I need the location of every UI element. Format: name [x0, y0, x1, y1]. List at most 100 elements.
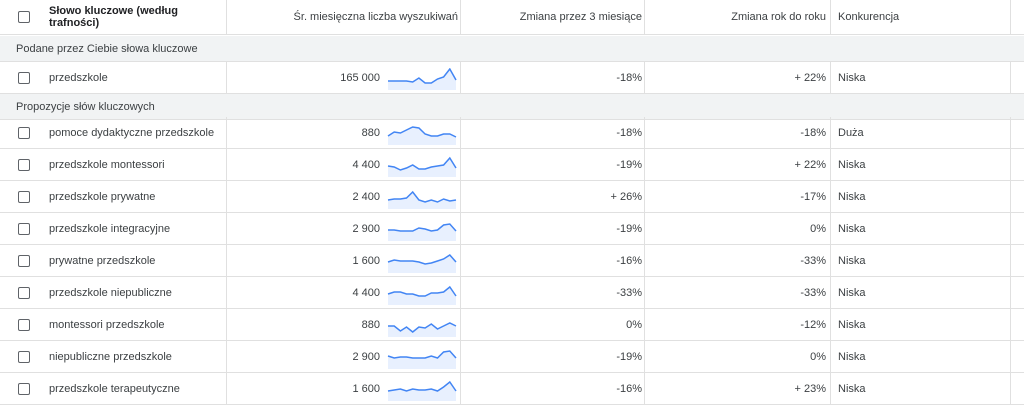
row-checkbox[interactable]: [18, 255, 30, 267]
keyword-cell: pomoce dydaktyczne przedszkole: [49, 126, 215, 139]
header-avg-monthly[interactable]: Śr. miesięczna liczba wyszukiwań: [293, 11, 458, 23]
row-checkbox[interactable]: [18, 383, 30, 395]
change-yoy-cell: + 22%: [794, 158, 827, 171]
trend-line: [387, 350, 457, 359]
competition-cell: Duża: [838, 126, 864, 139]
keyword-cell: przedszkole terapeutyczne: [49, 382, 180, 395]
change-3m-cell: + 26%: [610, 190, 643, 203]
volume-cell: 165 000: [340, 71, 380, 84]
header-change-yoy[interactable]: Zmiana rok do roku: [731, 11, 826, 23]
competition-cell: Niska: [838, 350, 866, 363]
change-yoy-cell: -33%: [800, 254, 826, 267]
change-3m-cell: -33%: [616, 286, 642, 299]
competition-cell: Niska: [838, 222, 866, 235]
header-change-3m[interactable]: Zmiana przez 3 miesiące: [519, 11, 642, 23]
section-title: Podane przez Ciebie słowa kluczowe: [16, 43, 198, 55]
row-checkbox[interactable]: [18, 319, 30, 331]
competition-cell: Niska: [838, 71, 866, 84]
section-title: Propozycje słów kluczowych: [16, 101, 155, 113]
volume-cell: 2 900: [352, 350, 380, 363]
trend-sparkline: [387, 126, 457, 145]
change-yoy-cell: -18%: [800, 126, 826, 139]
volume-cell: 2 900: [352, 222, 380, 235]
change-yoy-cell: -33%: [800, 286, 826, 299]
trend-sparkline: [388, 322, 457, 337]
trend-line: [387, 380, 457, 392]
table-row[interactable]: przedszkole niepubliczne 4 400 -33% -33% Nis…: [0, 277, 1024, 309]
trend-sparkline: [387, 254, 457, 273]
competition-cell: Niska: [838, 318, 866, 331]
table-header: Słowo kluczowe (według trafności) Śr. mi…: [0, 0, 1024, 35]
row-checkbox[interactable]: [18, 287, 30, 299]
trend-sparkline: [388, 223, 457, 241]
keyword-cell: przedszkole montessori: [49, 158, 165, 171]
change-yoy-cell: + 23%: [794, 382, 827, 395]
trend-line: [387, 126, 457, 138]
trend-sparkline: [387, 380, 457, 401]
select-all-checkbox[interactable]: [18, 11, 30, 23]
keyword-cell: przedszkole niepubliczne: [49, 286, 172, 299]
trend-line: [387, 156, 457, 171]
volume-cell: 4 400: [352, 158, 380, 171]
trend-area: [388, 351, 456, 369]
table-row[interactable]: niepubliczne przedszkole 2 900 -19% 0% Niska: [0, 341, 1024, 373]
keyword-cell: montessori przedszkole: [49, 318, 165, 331]
table-row[interactable]: przedszkole 165 000 -18% + 22% Niska: [0, 62, 1024, 94]
change-3m-cell: -16%: [616, 382, 642, 395]
keyword-cell: przedszkole integracyjne: [49, 222, 171, 235]
change-3m-cell: -19%: [616, 222, 642, 235]
change-3m-cell: 0%: [626, 318, 642, 331]
trend-line: [388, 223, 457, 232]
row-checkbox[interactable]: [18, 127, 30, 139]
table-row[interactable]: pomoce dydaktyczne przedszkole 880 -18% -18…: [0, 117, 1024, 149]
table-row[interactable]: przedszkole integracyjne 2 900 -19% 0% Niska: [0, 213, 1024, 245]
competition-cell: Niska: [838, 286, 866, 299]
trend-sparkline: [388, 68, 457, 90]
trend-area: [388, 255, 456, 273]
row-checkbox[interactable]: [18, 191, 30, 203]
volume-cell: 1 600: [352, 382, 380, 395]
change-3m-cell: -16%: [616, 254, 642, 267]
table-row[interactable]: przedszkole montessori 4 400 -19% + 22% Nisk…: [0, 149, 1024, 181]
keyword-cell: niepubliczne przedszkole: [49, 350, 172, 363]
trend-area: [388, 224, 456, 241]
volume-cell: 880: [361, 126, 380, 139]
table-row[interactable]: przedszkole prywatne 2 400 + 26% -17% Niska: [0, 181, 1024, 213]
trend-sparkline: [387, 156, 457, 177]
table-row[interactable]: prywatne przedszkole 1 600 -16% -33% Niska: [0, 245, 1024, 277]
trend-area: [388, 192, 456, 209]
volume-cell: 2 400: [352, 190, 380, 203]
row-checkbox[interactable]: [18, 351, 30, 363]
volume-cell: 1 600: [352, 254, 380, 267]
competition-cell: Niska: [838, 190, 866, 203]
trend-line: [388, 68, 457, 84]
trend-area: [388, 323, 456, 337]
change-3m-cell: -19%: [616, 350, 642, 363]
trend-sparkline: [387, 190, 457, 209]
trend-line: [387, 285, 457, 297]
keyword-cell: przedszkole prywatne: [49, 190, 156, 203]
trend-area: [388, 69, 456, 90]
row-checkbox[interactable]: [18, 159, 30, 171]
competition-cell: Niska: [838, 382, 866, 395]
change-yoy-cell: 0%: [810, 222, 826, 235]
volume-cell: 880: [361, 318, 380, 331]
change-yoy-cell: -17%: [800, 190, 826, 203]
competition-cell: Niska: [838, 254, 866, 267]
change-3m-cell: -18%: [616, 126, 642, 139]
table-row[interactable]: montessori przedszkole 880 0% -12% Niska: [0, 309, 1024, 341]
trend-line: [387, 190, 457, 203]
trend-line: [387, 254, 457, 265]
keyword-cell: przedszkole: [49, 71, 108, 84]
table-row[interactable]: przedszkole terapeutyczne 1 600 -16% + 23% N…: [0, 373, 1024, 405]
trend-sparkline: [387, 285, 457, 305]
competition-cell: Niska: [838, 158, 866, 171]
header-keyword[interactable]: Słowo kluczowe (według trafności): [49, 5, 178, 29]
change-yoy-cell: -12%: [800, 318, 826, 331]
row-checkbox[interactable]: [18, 72, 30, 84]
header-competition[interactable]: Konkurencja: [838, 11, 900, 23]
change-3m-cell: -19%: [616, 158, 642, 171]
row-checkbox[interactable]: [18, 223, 30, 235]
change-3m-cell: -18%: [616, 71, 642, 84]
section-header: Podane przez Ciebie słowa kluczowe: [0, 36, 1024, 62]
